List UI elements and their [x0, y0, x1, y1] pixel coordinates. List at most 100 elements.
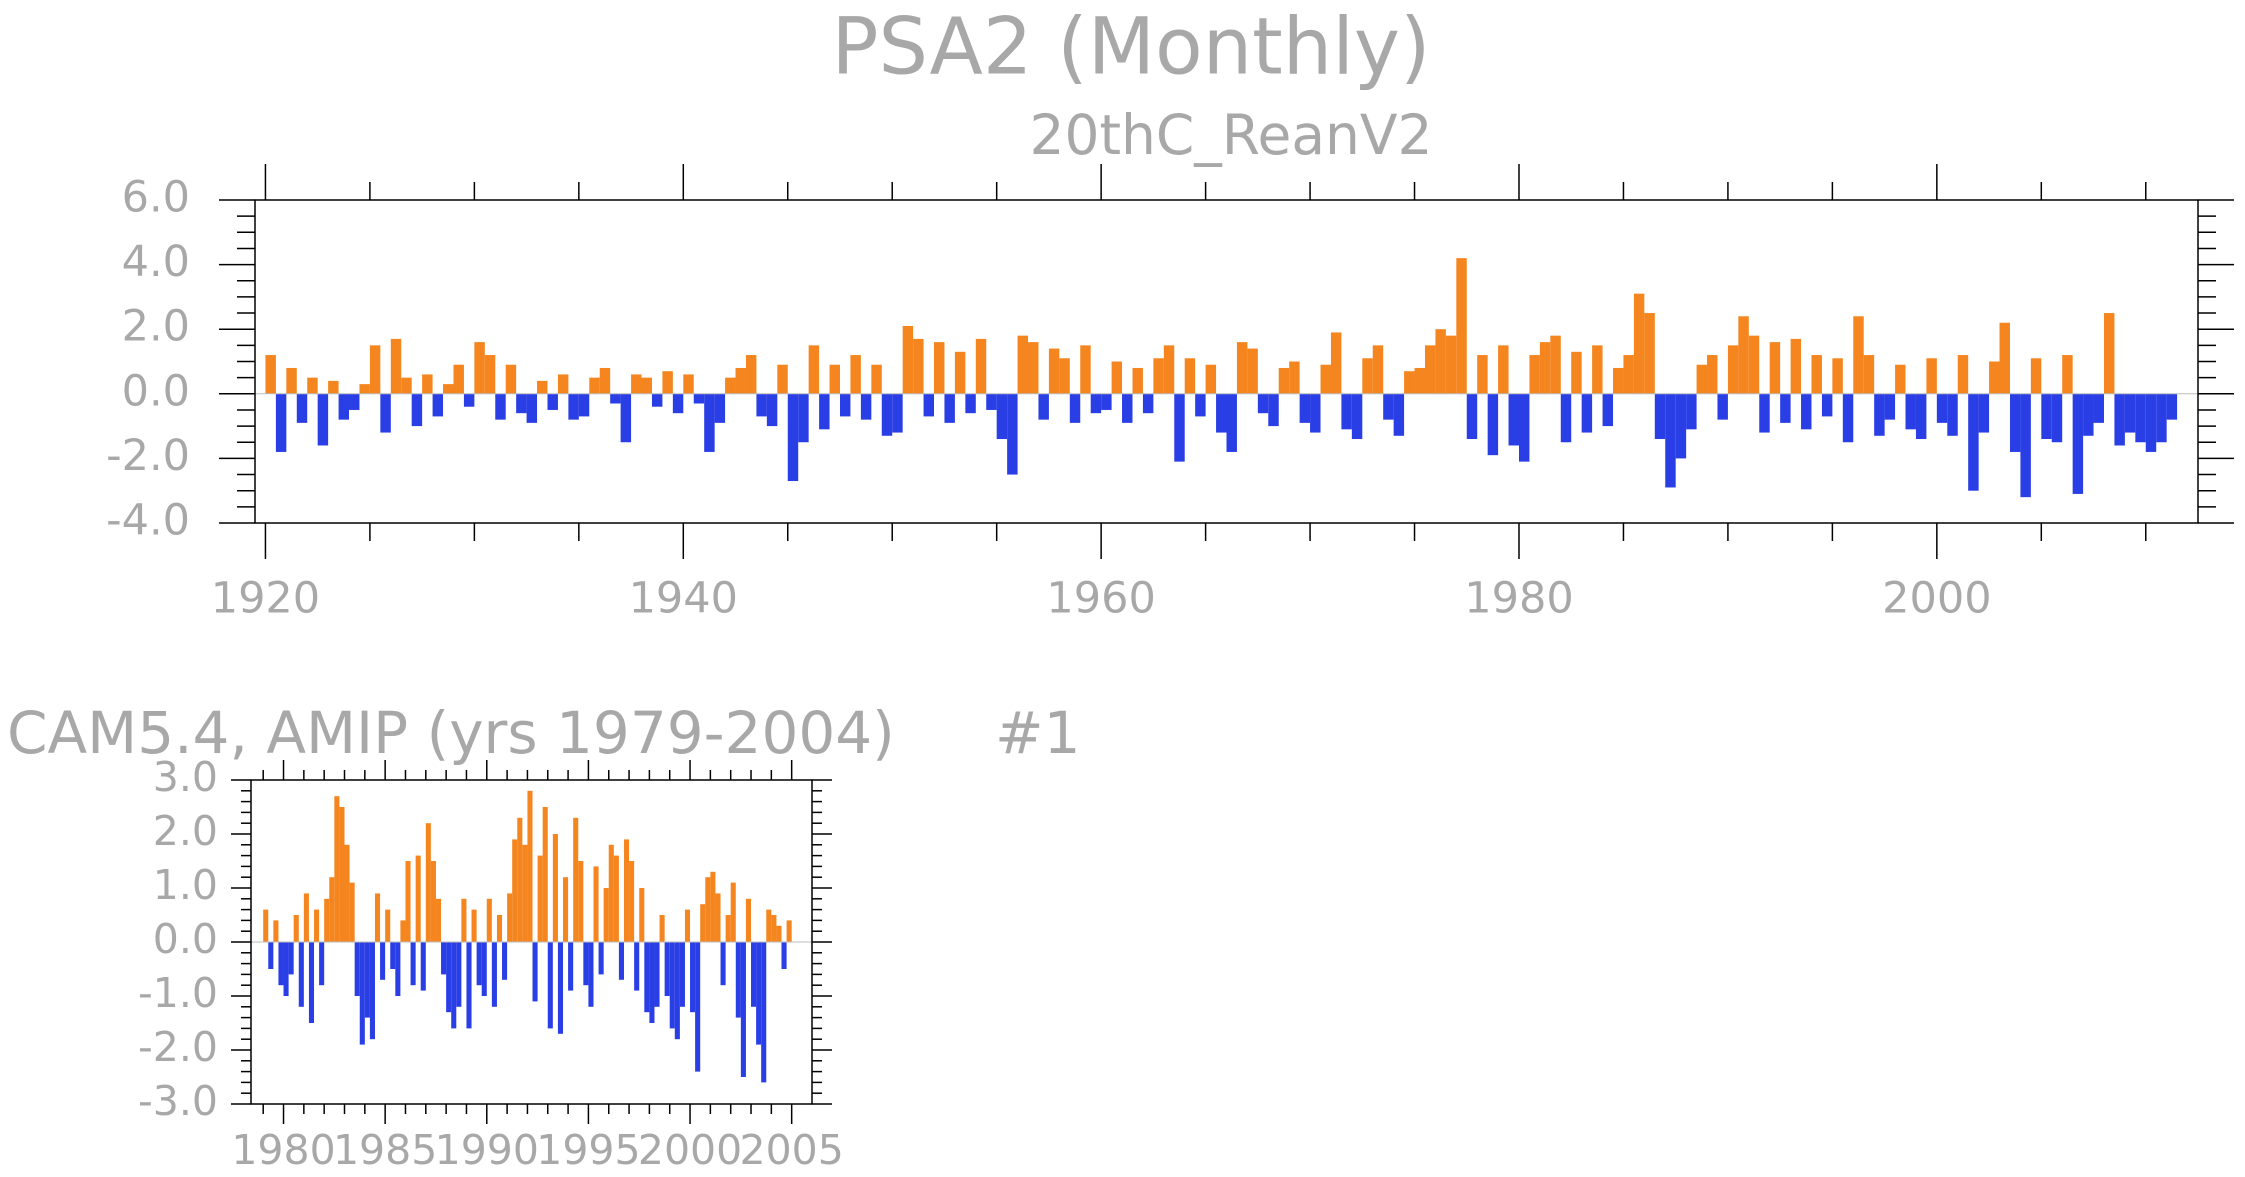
y-tick-label: 0.0: [153, 915, 218, 963]
bar: [557, 942, 564, 1034]
bar: [756, 942, 762, 1045]
bar: [364, 942, 370, 1018]
bar: [1456, 258, 1467, 394]
bar: [623, 839, 630, 942]
bar: [1842, 393, 1854, 443]
bar: [715, 893, 721, 942]
bar: [839, 393, 851, 417]
bar: [2009, 393, 2021, 452]
bar: [776, 925, 782, 942]
bar: [263, 909, 269, 942]
bar: [1038, 393, 1049, 420]
bar: [1518, 393, 1530, 462]
bar: [527, 790, 533, 942]
bar: [902, 325, 914, 394]
bar: [298, 942, 304, 1007]
x-tick-label: 1960: [1046, 574, 1155, 624]
bar: [2020, 393, 2031, 498]
bar: [651, 393, 663, 407]
bar: [1905, 393, 1916, 430]
bar: [1424, 345, 1436, 394]
bar: [517, 817, 523, 942]
bar: [446, 942, 452, 1013]
y-tick-label: -1.0: [138, 969, 218, 1017]
bar: [1550, 335, 1561, 394]
bar: [512, 839, 518, 942]
bar: [1362, 358, 1373, 394]
bar: [1748, 335, 1760, 394]
bar: [761, 942, 767, 1083]
bar: [588, 942, 594, 1007]
bar: [1717, 393, 1728, 420]
bar: [996, 393, 1008, 440]
bar: [390, 338, 402, 394]
bar: [463, 393, 475, 407]
bar: [735, 367, 746, 394]
bar: [303, 893, 309, 942]
bar: [537, 380, 548, 394]
bar: [934, 342, 945, 394]
bar: [610, 393, 621, 404]
bar: [380, 942, 386, 980]
bar: [787, 393, 799, 482]
bar: [451, 942, 457, 1029]
bar: [1216, 393, 1227, 433]
bar: [2093, 393, 2104, 423]
bar: [405, 861, 411, 942]
bar: [1320, 364, 1331, 394]
bar: [631, 374, 642, 394]
bar: [2030, 358, 2042, 394]
bar: [395, 942, 401, 996]
bar: [1445, 335, 1457, 394]
bar: [578, 393, 590, 417]
bar: [1884, 393, 1896, 420]
bar: [1028, 342, 1039, 394]
bar: [422, 374, 433, 394]
bar: [704, 393, 715, 452]
bar: [532, 942, 538, 1002]
bar: [1059, 358, 1070, 394]
bar: [634, 942, 640, 991]
bar: [1090, 393, 1102, 414]
bar: [552, 834, 558, 942]
bar: [1999, 322, 2010, 394]
bar: [2041, 393, 2052, 440]
bar: [881, 393, 893, 436]
bar: [415, 855, 421, 942]
bar: [613, 855, 619, 942]
bar: [1278, 367, 1290, 394]
bar: [400, 920, 406, 942]
bar: [781, 942, 787, 969]
bar: [1477, 355, 1488, 394]
bar: [420, 942, 426, 991]
bar: [986, 393, 997, 410]
bar: [456, 942, 462, 1007]
bar: [1801, 393, 1812, 430]
bar: [338, 393, 350, 420]
bar: [1957, 355, 1969, 394]
bar: [662, 371, 673, 394]
bar: [486, 898, 492, 942]
bar: [2083, 393, 2094, 436]
bar: [745, 898, 752, 942]
bar: [495, 393, 506, 420]
bar: [1602, 393, 1614, 427]
bar: [871, 364, 882, 394]
bar: [1122, 393, 1133, 423]
bar: [725, 915, 731, 942]
bar: [1487, 393, 1499, 456]
bar: [2051, 393, 2063, 443]
bar: [1372, 345, 1384, 394]
bar: [522, 844, 528, 942]
bar: [1936, 393, 1948, 423]
bar: [283, 942, 289, 996]
bar: [349, 882, 355, 942]
chart-title: CAM5.4, AMIP (yrs 1979-2004): [7, 699, 895, 767]
bar: [1560, 393, 1572, 443]
bar: [710, 871, 716, 942]
bar: [777, 364, 788, 394]
bar: [1101, 393, 1112, 410]
bar: [1498, 345, 1509, 394]
bar: [578, 861, 584, 942]
